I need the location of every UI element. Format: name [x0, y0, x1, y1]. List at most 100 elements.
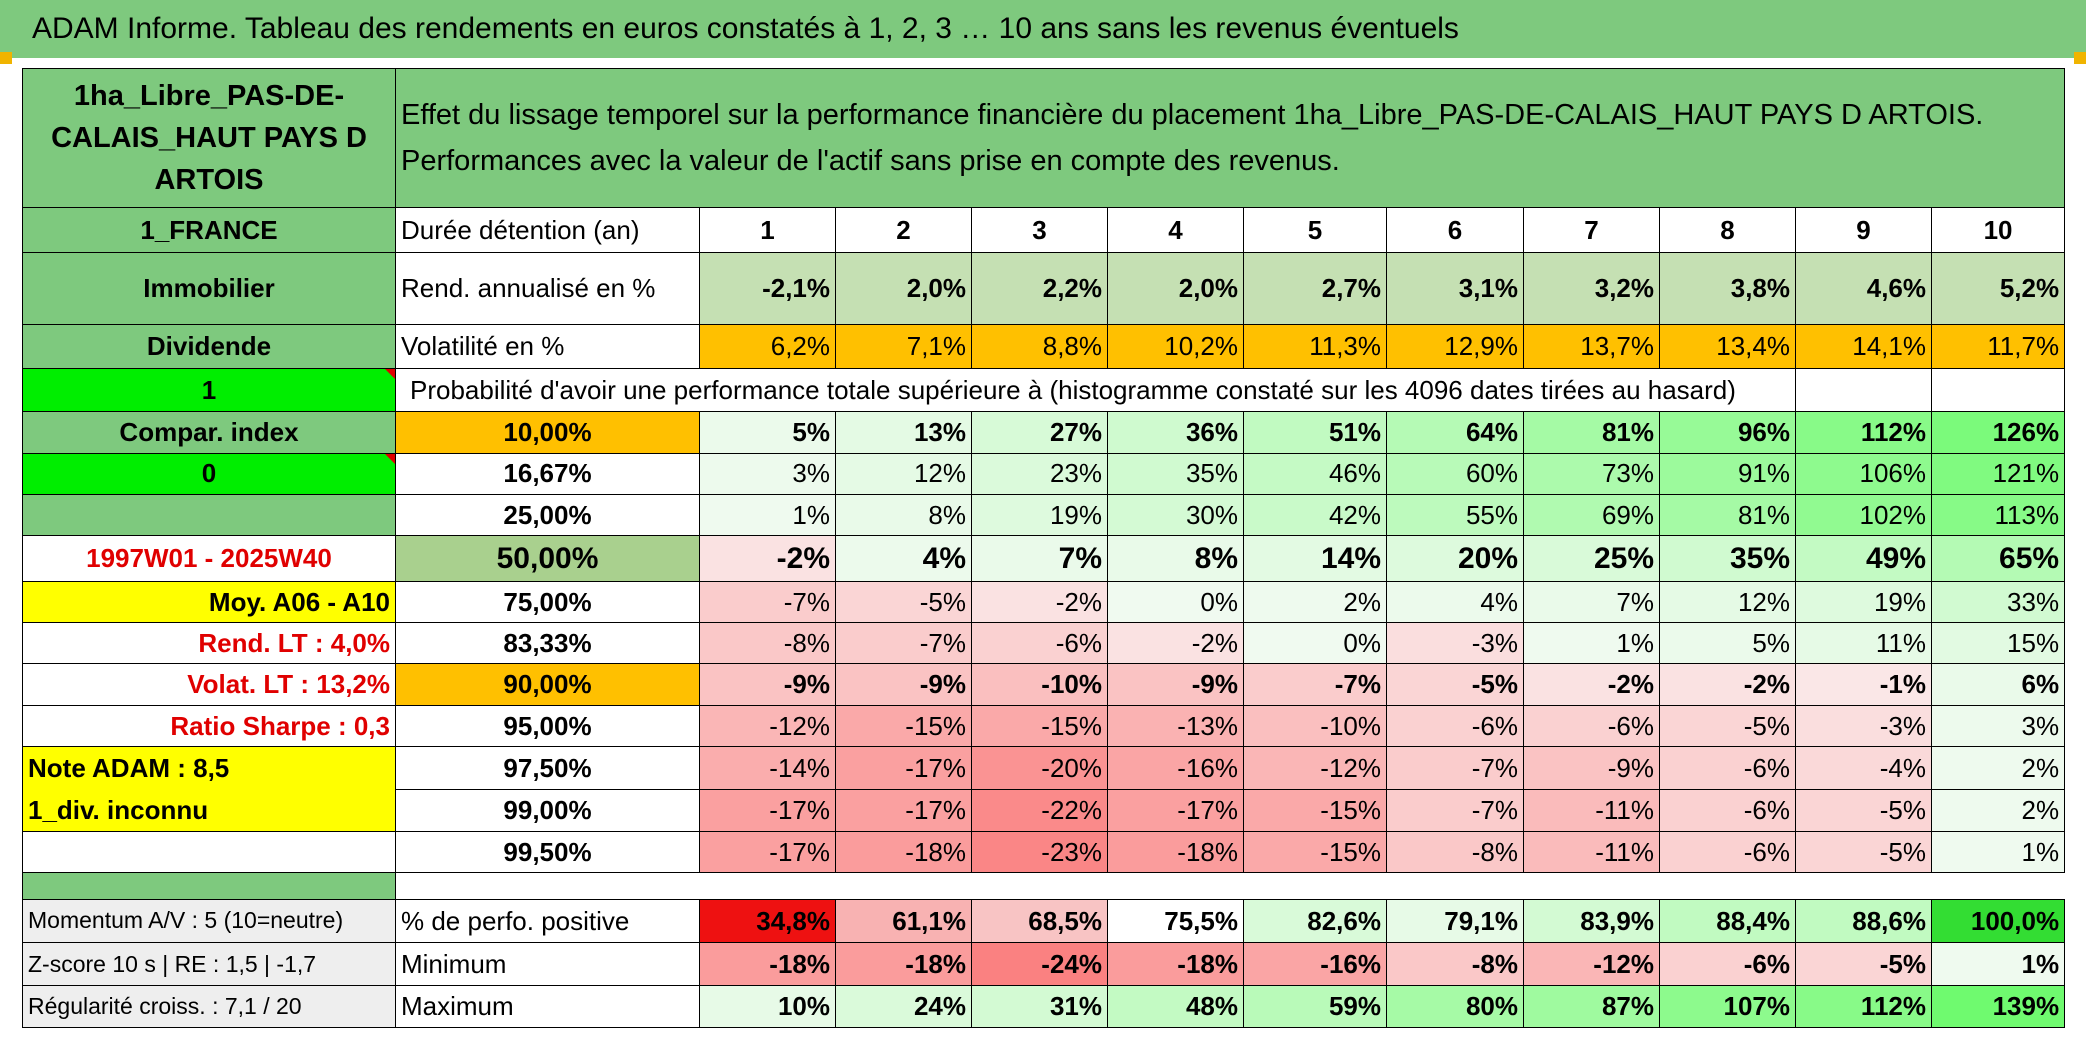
prob-value: -10%: [971, 663, 1108, 706]
type-cell: Dividende: [22, 324, 396, 369]
min-value: -18%: [699, 942, 836, 987]
pct-pos-value: 68,5%: [971, 898, 1108, 944]
prob-value: 46%: [1243, 452, 1387, 495]
prob-value: -6%: [1659, 746, 1796, 790]
min-value: -5%: [1795, 942, 1932, 987]
vol-value: 12,9%: [1386, 324, 1524, 369]
min-value: -6%: [1659, 942, 1796, 987]
prob-value: -2%: [1107, 622, 1244, 665]
prob-value: -8%: [1386, 831, 1524, 874]
max-value: 87%: [1523, 985, 1660, 1028]
year-header: 5: [1243, 207, 1387, 253]
year-header: 1: [699, 207, 836, 253]
vol-value: 8,8%: [971, 324, 1108, 369]
prob-level: 99,50%: [395, 831, 700, 874]
prob-value: -11%: [1523, 788, 1660, 833]
max-value: 24%: [835, 985, 972, 1028]
min-label: Minimum: [395, 942, 700, 987]
vol-value: 11,3%: [1243, 324, 1387, 369]
rend-value: 2,0%: [835, 251, 972, 326]
prob-value: -17%: [699, 831, 836, 874]
prob-value: -17%: [835, 746, 972, 790]
rend-value: 4,6%: [1795, 251, 1932, 326]
pct-pos-value: 34,8%: [699, 898, 836, 944]
duree-label: Durée détention (an): [395, 207, 700, 253]
prob-value: 4%: [835, 535, 972, 582]
zscore-cell: Z-score 10 s | RE : 1,5 | -1,7: [22, 942, 396, 987]
vol-value: 7,1%: [835, 324, 972, 369]
prob-value: -9%: [1107, 663, 1244, 706]
max-value: 10%: [699, 985, 836, 1028]
prob-value: 0%: [1243, 622, 1387, 665]
pct-pos-label: % de perfo. positive: [395, 898, 700, 944]
prob-value: 12%: [835, 452, 972, 495]
prob-value: 7%: [1523, 580, 1660, 624]
vol-value: 14,1%: [1795, 324, 1932, 369]
max-value: 31%: [971, 985, 1108, 1028]
min-value: -12%: [1523, 942, 1660, 987]
prob-value: -12%: [1243, 746, 1387, 790]
prob-value: -15%: [1243, 831, 1387, 874]
spacer-cell: [396, 873, 2065, 899]
prob-value: 65%: [1930, 535, 2066, 582]
max-value: 48%: [1107, 985, 1244, 1028]
pct-pos-value: 79,1%: [1386, 898, 1524, 944]
empty-cell: [1795, 367, 1932, 413]
prob-value: -20%: [971, 746, 1108, 790]
prob-value: -18%: [835, 831, 972, 874]
prob-value: 35%: [1659, 535, 1796, 582]
prob-value: -6%: [971, 622, 1108, 665]
prob-value: -15%: [1243, 788, 1387, 833]
max-value: 112%: [1795, 985, 1932, 1028]
period-cell: 1997W01 - 2025W40: [22, 535, 396, 582]
prob-value: 8%: [835, 493, 972, 537]
performance-table: 1ha_Libre_PAS-DE-CALAIS_HAUT PAYS D ARTO…: [22, 67, 2066, 1028]
flag-1-cell: 1: [22, 367, 396, 413]
prob-value: 14%: [1243, 535, 1387, 582]
min-value: -18%: [835, 942, 972, 987]
prob-value: -9%: [835, 663, 972, 706]
vol-value: 6,2%: [699, 324, 836, 369]
prob-value: 3%: [699, 452, 836, 495]
min-value: -24%: [971, 942, 1108, 987]
prob-value: -2%: [1659, 663, 1796, 706]
corner-marker: [2074, 52, 2086, 64]
pct-pos-value: 88,4%: [1659, 898, 1796, 944]
prob-value: 42%: [1243, 493, 1387, 537]
prob-value: 106%: [1795, 452, 1932, 495]
prob-value: -15%: [971, 704, 1108, 748]
prob-value: 73%: [1523, 452, 1660, 495]
prob-value: 15%: [1930, 622, 2066, 665]
year-header: 9: [1795, 207, 1932, 253]
rend-value: 2,7%: [1243, 251, 1387, 326]
prob-level: 95,00%: [395, 704, 700, 748]
description-line-2: Performances avec la valeur de l'actif s…: [401, 145, 1340, 178]
prob-value: 69%: [1523, 493, 1660, 537]
prob-value: -8%: [699, 622, 836, 665]
prob-value: 0%: [1107, 580, 1244, 624]
div-inconnu-cell: 1_div. inconnu: [22, 789, 396, 833]
prob-value: 19%: [1795, 580, 1932, 624]
prob-level: 25,00%: [395, 493, 700, 537]
prob-value: -9%: [1523, 746, 1660, 790]
prob-value: 102%: [1795, 493, 1932, 537]
prob-value: -3%: [1795, 704, 1932, 748]
corner-marker: [0, 52, 12, 64]
vol-value: 10,2%: [1107, 324, 1244, 369]
compar-index-cell: Compar. index: [22, 411, 396, 454]
rend-value: 5,2%: [1930, 251, 2066, 326]
prob-value: 33%: [1930, 580, 2066, 624]
prob-level: 16,67%: [395, 452, 700, 495]
prob-value: -7%: [1386, 788, 1524, 833]
vol-label: Volatilité en %: [395, 324, 700, 369]
prob-value: 30%: [1107, 493, 1244, 537]
prob-value: 51%: [1243, 411, 1387, 454]
prob-value: 20%: [1386, 535, 1524, 582]
prob-value: -11%: [1523, 831, 1660, 874]
rend-value: 3,8%: [1659, 251, 1796, 326]
vol-value: 13,4%: [1659, 324, 1796, 369]
prob-value: 81%: [1523, 411, 1660, 454]
prob-value: 27%: [971, 411, 1108, 454]
moy-cell: Moy. A06 - A10: [22, 580, 396, 624]
pct-pos-value: 83,9%: [1523, 898, 1660, 944]
